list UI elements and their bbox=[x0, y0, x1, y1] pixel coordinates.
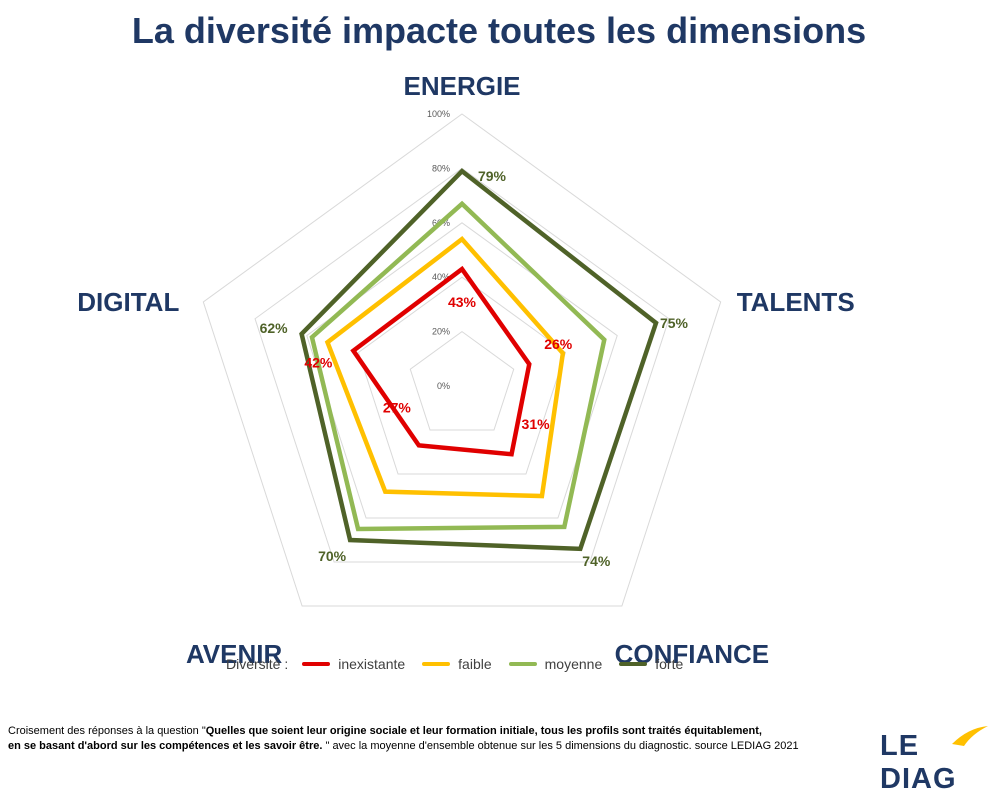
value-label-forte-energie: 79% bbox=[478, 168, 507, 184]
tick-label: 40% bbox=[432, 272, 450, 282]
tick-label: 80% bbox=[432, 163, 450, 173]
series-lines bbox=[299, 168, 659, 552]
grid-ring-20 bbox=[409, 330, 515, 431]
value-label-forte-talents: 75% bbox=[660, 315, 689, 331]
legend: Diversité : inexistante faible moyenne fort… bbox=[226, 654, 700, 674]
tick-label: 20% bbox=[432, 327, 450, 337]
le-diag-logo: LE DIAG bbox=[880, 726, 998, 796]
grid-ring-100 bbox=[202, 113, 722, 607]
footnote: Croisement des réponses à la question "Q… bbox=[8, 724, 868, 754]
footnote-line-2: en se basant d'abord sur les compétences… bbox=[8, 740, 799, 752]
value-label-forte-avenir: 70% bbox=[318, 548, 347, 564]
value-label-forte-confiance: 74% bbox=[582, 553, 611, 569]
axis-label-avenir: AVENIR bbox=[186, 639, 283, 669]
legend-swatch bbox=[619, 662, 648, 666]
logo-text: LE DIAG bbox=[880, 730, 957, 795]
legend-label: forte bbox=[655, 656, 684, 672]
value-label-forte-digital: 62% bbox=[260, 320, 289, 336]
legend-label: moyenne bbox=[544, 656, 603, 672]
series-forte-line bbox=[299, 168, 659, 552]
value-label-inexistante-digital: 42% bbox=[304, 355, 333, 371]
axis-label-energie: ENERGIE bbox=[403, 71, 520, 101]
legend-item-moyenne: moyenne bbox=[508, 656, 603, 672]
legend-swatch bbox=[302, 662, 331, 666]
footnote-line-1: Croisement des réponses à la question "Q… bbox=[8, 725, 762, 737]
series-inexistante-line bbox=[350, 265, 532, 457]
value-label-inexistante-energie: 43% bbox=[448, 294, 477, 310]
tick-label: 100% bbox=[427, 109, 450, 119]
series-moyenne-line bbox=[309, 200, 607, 532]
legend-swatch bbox=[422, 662, 451, 666]
radar-chart: 0%20%40%60%80%100% 43%26%31%27%42%79%75%… bbox=[77, 71, 854, 669]
series-faible-line bbox=[324, 236, 566, 499]
legend-title: Diversité : bbox=[226, 656, 289, 672]
value-label-inexistante-talents: 26% bbox=[544, 336, 573, 352]
legend-item-forte: forte bbox=[619, 656, 683, 672]
value-labels: 43% 26% 31% 27% 42% 79% 75% 74% 70% 62% bbox=[260, 168, 689, 569]
legend-label: inexistante bbox=[338, 656, 406, 672]
value-label-inexistante-confiance: 31% bbox=[522, 416, 551, 432]
value-label-inexistante-avenir: 27% bbox=[383, 399, 412, 415]
axis-label-talents: TALENTS bbox=[737, 287, 855, 317]
legend-label: faible bbox=[458, 656, 492, 672]
legend-item-inexistante: inexistante bbox=[302, 656, 405, 672]
chart-title: La diversité impacte toutes les dimensio… bbox=[131, 10, 867, 51]
tick-label: 0% bbox=[437, 381, 450, 391]
swoosh-icon bbox=[952, 726, 988, 746]
grid-ring-80 bbox=[254, 167, 670, 563]
axis-label-digital: DIGITAL bbox=[77, 287, 179, 317]
legend-swatch bbox=[508, 662, 537, 666]
legend-item-faible: faible bbox=[422, 656, 492, 672]
